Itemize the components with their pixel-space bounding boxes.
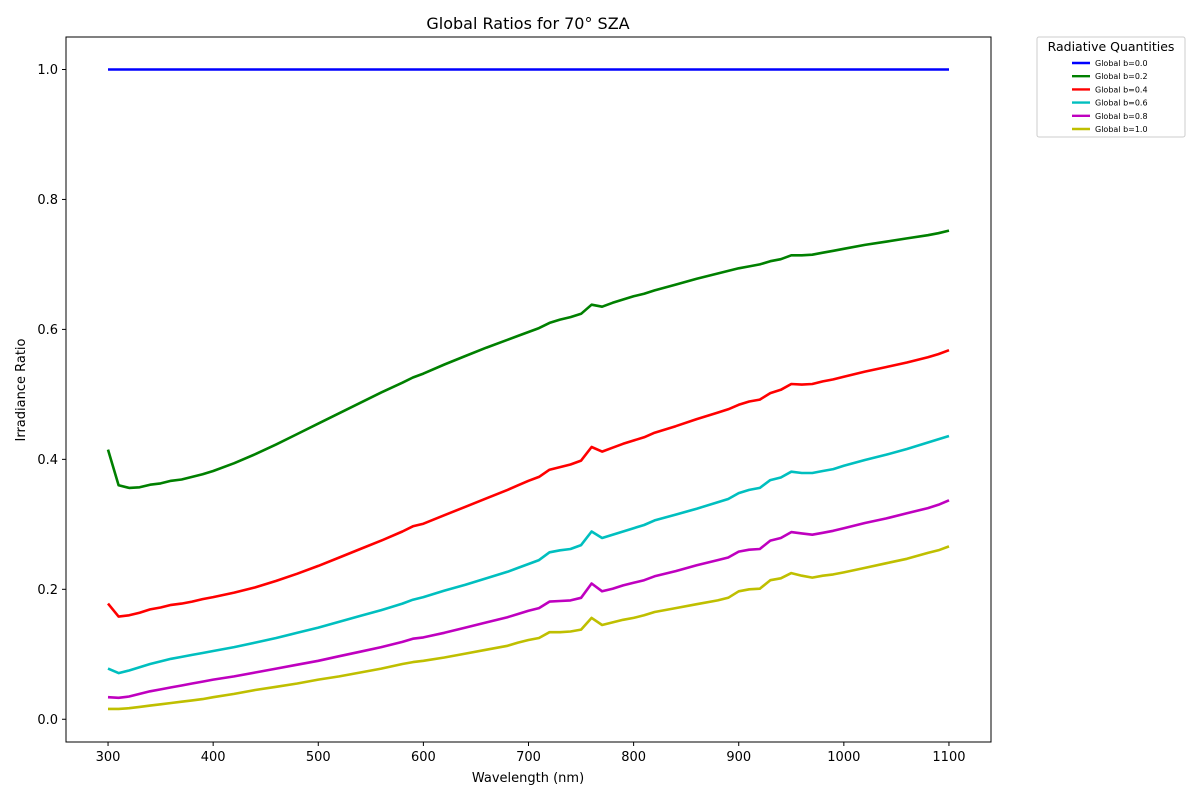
legend-label-3: Global b=0.6	[1095, 99, 1148, 108]
legend-label-5: Global b=1.0	[1095, 125, 1148, 134]
chart-title: Global Ratios for 70° SZA	[426, 14, 629, 33]
x-tick-label: 500	[306, 750, 331, 765]
plot-lines	[106, 68, 950, 711]
series-line-3	[107, 434, 950, 675]
x-tick-label: 700	[516, 750, 541, 765]
y-tick-label: 0.4	[37, 453, 58, 468]
x-tick-label: 1000	[827, 750, 860, 765]
plot-frame	[65, 36, 992, 743]
legend-title: Radiative Quantities	[1048, 39, 1175, 54]
x-tick-label: 400	[201, 750, 226, 765]
y-ticks: 0.0 0.2 0.4 0.6 0.8 1.0	[37, 63, 66, 728]
y-tick-label: 0.8	[37, 193, 58, 208]
series-line-2	[106, 348, 950, 618]
series-line-5	[108, 545, 950, 711]
legend-label-0: Global b=0.0	[1095, 59, 1148, 68]
legend-label-4: Global b=0.8	[1095, 112, 1148, 121]
x-tick-label: 1100	[932, 750, 965, 765]
legend-label-1: Global b=0.2	[1095, 72, 1148, 81]
series-line-1	[106, 229, 950, 490]
x-axis-label: Wavelength (nm)	[472, 771, 584, 786]
legend-label-2: Global b=0.4	[1095, 85, 1148, 94]
series-line-4	[107, 499, 950, 700]
legend: Radiative Quantities Global b=0.0Global …	[1036, 36, 1186, 138]
x-ticks: 300 400 500 600 700 800 900 1000 1100	[96, 742, 966, 765]
x-tick-label: 600	[411, 750, 436, 765]
legend-items: Global b=0.0 Global b=0.2 Global b=0.4 Glob…	[1072, 59, 1148, 134]
y-tick-label: 0.0	[37, 713, 58, 728]
y-tick-label: 0.6	[37, 323, 58, 338]
y-tick-label: 0.2	[37, 583, 58, 598]
x-tick-label: 900	[726, 750, 751, 765]
y-axis-label: Irradiance Ratio	[14, 338, 29, 441]
x-tick-label: 300	[96, 750, 121, 765]
x-tick-label: 800	[621, 750, 646, 765]
y-tick-label: 1.0	[37, 63, 58, 78]
